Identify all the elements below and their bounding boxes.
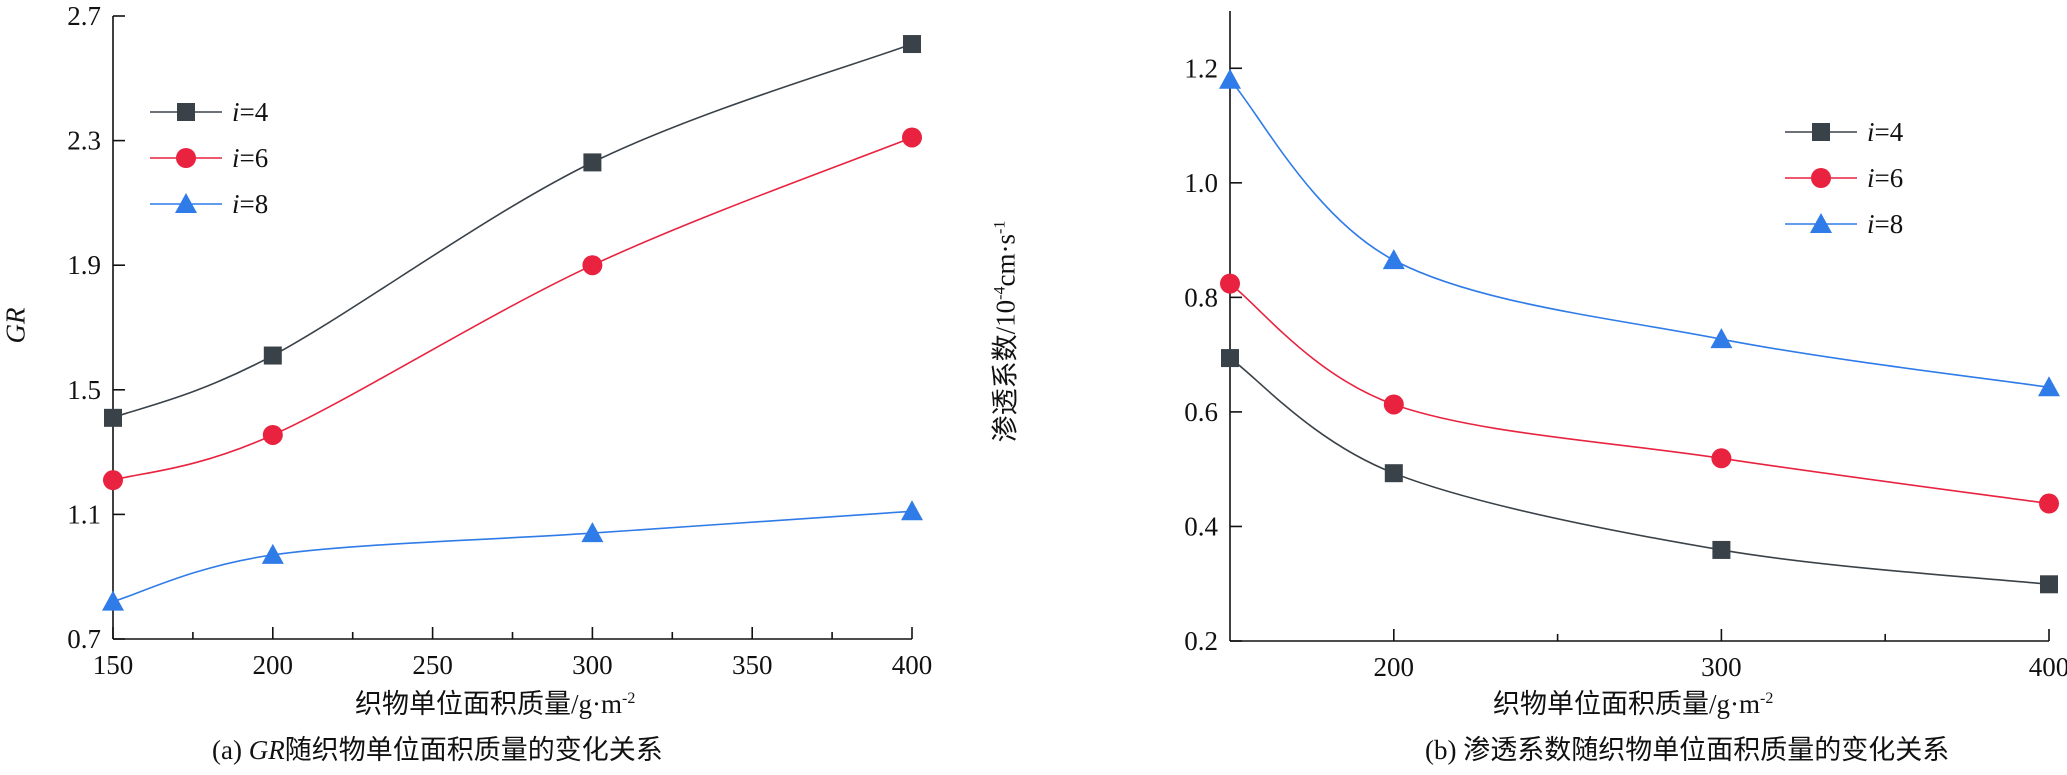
chart-a-x-tick-label: 300 <box>572 650 613 680</box>
chart-a-data-point-i=8 <box>581 522 604 543</box>
chart-b-legend-label: i=8 <box>1867 209 1903 239</box>
chart-b-data-point-i=4 <box>2040 575 2058 594</box>
chart-b-data-point-i=4 <box>1221 349 1239 368</box>
chart-b-data-point-i=8 <box>1710 328 1733 349</box>
chart-a-legend-marker <box>175 193 197 213</box>
chart-a-y-tick-label: 2.3 <box>67 126 101 156</box>
chart-a-y-tick-label: 0.7 <box>67 624 101 654</box>
chart-b-legend-marker <box>1812 123 1830 141</box>
chart-b-data-point-i=8 <box>1382 249 1405 270</box>
chart-a-series-line-i=8 <box>112 510 913 603</box>
chart-a-data-point-i=8 <box>901 500 923 521</box>
chart-a-y-tick-label: 1.5 <box>67 375 101 405</box>
chart-b-xlabel: 织物单位面积质量/g·m-2 <box>1493 689 1774 719</box>
chart-b-series-line-i=4 <box>1229 357 2050 586</box>
chart-b-y-tick-label: 0.8 <box>1184 282 1218 312</box>
chart-a-y-tick-label: 2.7 <box>67 1 101 31</box>
chart-a-x-tick-label: 150 <box>93 650 134 680</box>
chart-b-legend-marker <box>1811 168 1831 188</box>
chart-a-data-point-i=8 <box>261 543 284 564</box>
chart-a-x-tick-label: 350 <box>732 650 773 680</box>
chart-b-y-tick-label: 1.2 <box>1184 53 1218 83</box>
chart-a-x-tick-label: 200 <box>253 650 294 680</box>
chart-b-x-tick-label: 300 <box>1701 652 1742 682</box>
chart-b-legend-label: i=4 <box>1867 117 1904 147</box>
chart-a-legend-label: i=6 <box>232 143 268 173</box>
chart-a-data-point-i=4 <box>104 408 122 427</box>
chart-b-y-tick-label: 0.2 <box>1184 626 1218 656</box>
chart-b-series-line-i=8 <box>1229 79 2050 389</box>
chart-b-y-tick-label: 0.4 <box>1184 511 1218 541</box>
chart-a-xlabel: 织物单位面积质量/g·m-2 <box>355 689 636 719</box>
chart-a-series-line-i=6 <box>112 136 913 481</box>
chart-b-data-point-i=8 <box>1219 68 1241 89</box>
chart-b-data-point-i=8 <box>2038 376 2060 397</box>
chart-a-y-tick-label: 1.1 <box>67 499 101 529</box>
chart-a-ylabel: GR <box>0 307 31 344</box>
chart-a-legend-label: i=8 <box>232 189 268 219</box>
chart-a-data-point-i=4 <box>903 35 921 54</box>
chart-a-data-point-i=6 <box>902 127 922 148</box>
chart-b-caption: (b) 渗透系数随织物单位面积质量的变化关系 <box>1425 735 1950 765</box>
chart-b-data-point-i=6 <box>2039 493 2059 514</box>
chart-a-data-point-i=4 <box>263 346 282 365</box>
chart-a-data-point-i=6 <box>582 255 603 276</box>
chart-a-data-point-i=6 <box>103 470 123 491</box>
chart-b-series-line-i=6 <box>1229 282 2050 505</box>
chart-b-x-tick-label: 200 <box>1374 652 1415 682</box>
chart-b-legend-marker <box>1810 213 1832 233</box>
chart-b-data-point-i=4 <box>1384 464 1403 483</box>
chart-a-data-point-i=8 <box>102 590 124 611</box>
chart-a-data-point-i=4 <box>583 153 602 172</box>
chart-b-ylabel: 渗透系数/10-4cm·s-1 <box>990 220 1021 443</box>
chart-b-y-tick-label: 1.0 <box>1184 168 1218 198</box>
chart-b-data-point-i=6 <box>1711 448 1732 469</box>
chart-a-x-tick-label: 250 <box>412 650 453 680</box>
chart-b-y-tick-label: 0.6 <box>1184 397 1218 427</box>
chart-a-series-line-i=4 <box>112 43 913 419</box>
chart-a-data-point-i=6 <box>262 424 283 445</box>
chart-a-legend-marker <box>176 148 196 168</box>
chart-a-legend-label: i=4 <box>232 97 269 127</box>
chart-a-caption: (a) GR随织物单位面积质量的变化关系 <box>212 735 663 765</box>
chart-b-legend-label: i=6 <box>1867 163 1903 193</box>
chart-b-x-tick-label: 400 <box>2029 652 2067 682</box>
chart-a-legend-marker <box>177 103 195 121</box>
chart-a-y-tick-label: 1.9 <box>67 250 101 280</box>
chart-a-x-tick-label: 400 <box>892 650 933 680</box>
chart-b-data-point-i=6 <box>1220 273 1240 294</box>
chart-b-data-point-i=4 <box>1712 540 1731 559</box>
chart-b-data-point-i=6 <box>1383 394 1404 415</box>
